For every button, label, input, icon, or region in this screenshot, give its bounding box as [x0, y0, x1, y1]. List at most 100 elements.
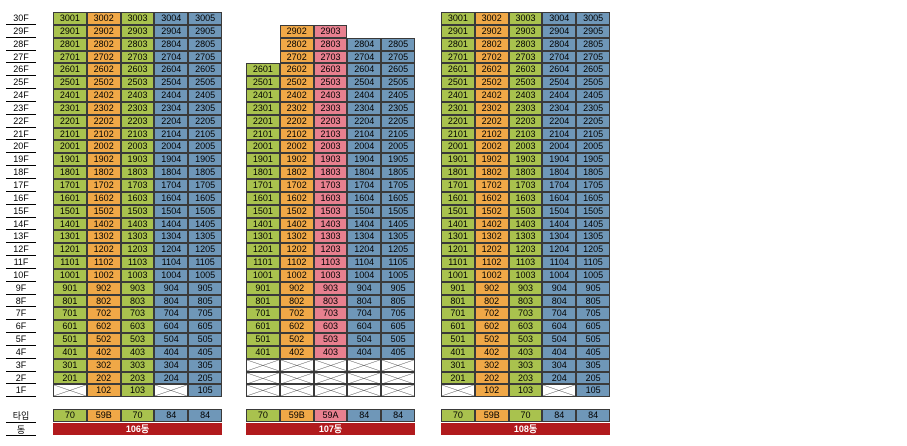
- building-107: 2902 2903 2802 2803 2804 2805 2702 2703 2704 2705…: [246, 12, 415, 398]
- unit-cell: 1001: [246, 268, 280, 282]
- floor-row: 601 602 603 604 605: [53, 320, 222, 334]
- unit-cell: 405: [576, 345, 610, 359]
- unit-cell: 2202: [86, 114, 121, 128]
- unit-cell: 702: [279, 307, 314, 321]
- unit-cell: 1204: [154, 243, 189, 257]
- unit-cell: 2704: [347, 50, 382, 64]
- unit-cell: 402: [279, 345, 314, 359]
- floor-row: 801 802 803 804 805: [53, 294, 222, 308]
- floor-row: 701 702 703 704 705: [53, 307, 222, 321]
- floor-row: 3001 3002 3003 3004 3005: [53, 12, 222, 25]
- unit-cell: 1902: [279, 153, 314, 167]
- unit-cell: 2703: [120, 50, 155, 64]
- unit-cell: 404: [154, 345, 189, 359]
- unit-cell: 1005: [381, 268, 415, 282]
- no-unit-cell: [246, 384, 280, 398]
- floor-row: 1601 1602 1603 1604 1605: [53, 191, 222, 205]
- floor-row: 201 202 203 204 205: [53, 371, 222, 385]
- unit-cell: 602: [279, 320, 314, 334]
- unit-cell: 3005: [576, 12, 610, 25]
- unit-cell: 2502: [279, 76, 314, 90]
- unit-cell: 1504: [154, 204, 189, 218]
- unit-cell: 705: [188, 307, 222, 321]
- unit-cell: 1901: [246, 153, 280, 167]
- unit-cell: 1604: [154, 191, 189, 205]
- unit-cell: 2804: [347, 37, 382, 51]
- unit-cell: 2202: [474, 114, 509, 128]
- unit-type-cell: 59B: [279, 409, 314, 422]
- floor-row: 2001 2002 2003 2004 2005: [246, 140, 415, 154]
- unit-cell: 2904: [542, 24, 577, 38]
- unit-cell: 2405: [381, 89, 415, 102]
- unit-cell: 1801: [246, 166, 280, 179]
- unit-cell: 1903: [508, 153, 543, 167]
- unit-cell: 1104: [154, 256, 189, 269]
- unit-cell: 2102: [279, 127, 314, 141]
- floor-label: 8F: [6, 295, 36, 308]
- unit-cell: 204: [154, 371, 189, 385]
- unit-cell: 202: [86, 371, 121, 385]
- floor-row: 2501 2502 2503 2504 2505: [441, 76, 610, 90]
- unit-cell: 302: [86, 358, 121, 372]
- unit-type-cell: 84: [542, 409, 577, 422]
- unit-cell: 2101: [246, 127, 280, 141]
- unit-cell: 2805: [576, 37, 610, 51]
- unit-cell: 2401: [441, 89, 475, 102]
- unit-cell: 1104: [347, 256, 382, 269]
- floor-row: 2301 2302 2303 2304 2305: [246, 101, 415, 115]
- unit-cell: 3003: [508, 12, 543, 25]
- unit-cell: 1405: [381, 217, 415, 231]
- unit-cell: 404: [347, 345, 382, 359]
- unit-cell: 1804: [154, 166, 189, 179]
- unit-cell: 2302: [474, 101, 509, 115]
- unit-cell: 2001: [441, 140, 475, 154]
- no-unit-cell: [154, 384, 189, 398]
- unit-cell: 2104: [154, 127, 189, 141]
- unit-cell: 2105: [576, 127, 610, 141]
- unit-cell: 1203: [313, 243, 348, 257]
- unit-cell: 901: [246, 281, 280, 295]
- no-unit-cell: [313, 358, 348, 372]
- unit-type-cell: 84: [381, 409, 415, 422]
- unit-cell: 2003: [120, 140, 155, 154]
- unit-cell: 1103: [313, 256, 348, 269]
- type-row-107: 70 59B 59A 84 84: [246, 409, 415, 422]
- floor-row: 1701 1702 1703 1704 1705: [441, 178, 610, 192]
- unit-cell: 1505: [188, 204, 222, 218]
- type-label: 타입: [12, 411, 30, 421]
- unit-cell: 2603: [313, 63, 348, 77]
- unit-cell: 1205: [576, 243, 610, 257]
- unit-cell: 1504: [347, 204, 382, 218]
- unit-cell: 1401: [53, 217, 87, 231]
- unit-cell: 1205: [188, 243, 222, 257]
- unit-cell: 2101: [53, 127, 87, 141]
- unit-cell: 1901: [441, 153, 475, 167]
- unit-cell: 402: [474, 345, 509, 359]
- unit-cell: 1301: [53, 230, 87, 244]
- unit-cell: 802: [279, 294, 314, 308]
- unit-cell: 1404: [154, 217, 189, 231]
- floor-row: 1901 1902 1903 1904 1905: [246, 153, 415, 167]
- floor-row: 1001 1002 1003 1004 1005: [246, 268, 415, 282]
- floor-row: 2501 2502 2503 2504 2505: [246, 76, 415, 90]
- floor-row: 901 902 903 904 905: [441, 281, 610, 295]
- unit-cell: 404: [542, 345, 577, 359]
- unit-cell: 601: [246, 320, 280, 334]
- unit-cell: 1704: [542, 178, 577, 192]
- unit-cell: 801: [441, 294, 475, 308]
- unit-cell: 604: [154, 320, 189, 334]
- unit-type-cell: 59A: [313, 409, 348, 422]
- unit-type-cell: 70: [441, 409, 475, 422]
- unit-cell: 1902: [474, 153, 509, 167]
- no-unit-cell: [279, 371, 314, 385]
- unit-cell: 2005: [381, 140, 415, 154]
- unit-cell: 804: [154, 294, 189, 308]
- unit-cell: 2705: [576, 50, 610, 64]
- unit-cell: 2002: [86, 140, 121, 154]
- floor-row: 1601 1602 1603 1604 1605: [246, 191, 415, 205]
- floor-row: 701 702 703 704 705: [246, 307, 415, 321]
- unit-cell: 804: [347, 294, 382, 308]
- unit-cell: 1103: [508, 256, 543, 269]
- floor-row: 1501 1502 1503 1504 1505: [441, 204, 610, 218]
- unit-cell: 603: [120, 320, 155, 334]
